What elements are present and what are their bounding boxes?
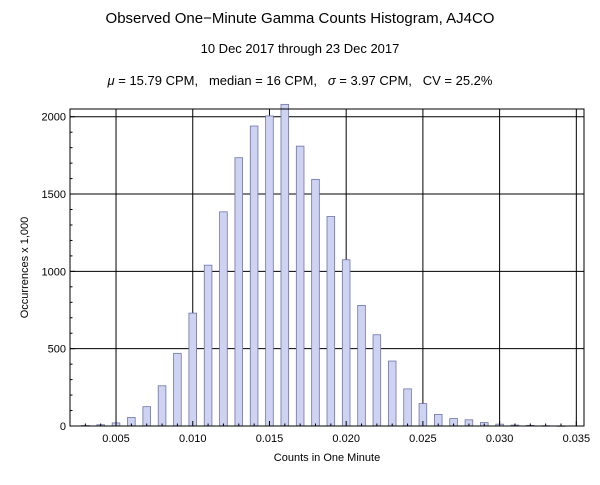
x-tick-label: 0.010	[179, 433, 207, 445]
x-tick-label: 0.015	[256, 433, 284, 445]
y-axis-label: Occurrences x 1,000	[19, 217, 31, 319]
mean-value: = 15.79 CPM,	[114, 73, 199, 88]
cv-value: CV = 25.2%	[422, 73, 493, 88]
y-tick-label: 500	[48, 344, 66, 356]
histogram-bar	[249, 125, 259, 427]
x-tick-label: 0.030	[486, 433, 514, 445]
bars-layer	[81, 103, 566, 427]
histogram-bar	[173, 352, 182, 427]
y-tick-label: 0	[60, 421, 66, 433]
histogram-bar	[372, 334, 382, 427]
histogram-bar	[203, 264, 213, 427]
histogram-bar	[311, 178, 320, 427]
histogram-bar	[357, 304, 366, 427]
chart-title: Observed One−Minute Gamma Counts Histogr…	[105, 10, 495, 27]
y-tick-label: 2000	[42, 112, 66, 124]
histogram-bar	[326, 216, 336, 427]
x-tick-label: 0.035	[563, 433, 591, 445]
x-tick-label: 0.025	[409, 433, 437, 445]
ticks-layer: 0.005 0.010 0.015 0.020 0.025 0.030 0.035 0 500 1…	[42, 112, 591, 445]
chart-stats-line: μ = 15.79 CPM, median = 16 CPM, σ = 3.97…	[0, 73, 600, 88]
histogram-bar	[280, 103, 290, 427]
plot-frame	[69, 108, 585, 427]
histogram-bar	[234, 157, 244, 427]
mu-symbol: μ	[107, 73, 115, 88]
histogram-bar	[341, 259, 351, 427]
x-tick-label: 0.005	[102, 433, 130, 445]
histogram-bar	[157, 385, 167, 427]
histogram-bar	[219, 211, 228, 427]
sigma-value: = 3.97 CPM,	[335, 73, 412, 88]
sigma-symbol: σ	[327, 73, 336, 88]
histogram-bar	[295, 145, 305, 427]
chart-subtitle: 10 Dec 2017 through 23 Dec 2017	[200, 41, 400, 56]
histogram-bar	[403, 388, 412, 427]
histogram-bar	[142, 406, 151, 427]
x-tick-label: 0.020	[332, 433, 360, 445]
y-tick-label: 1000	[42, 266, 66, 278]
histogram-bar	[188, 312, 197, 427]
y-tick-label: 1500	[42, 189, 66, 201]
histogram-bar	[387, 360, 397, 427]
x-axis-label: Counts in One Minute	[274, 452, 380, 464]
histogram-bar	[265, 115, 274, 427]
median-value: median = 16 CPM,	[208, 73, 317, 88]
